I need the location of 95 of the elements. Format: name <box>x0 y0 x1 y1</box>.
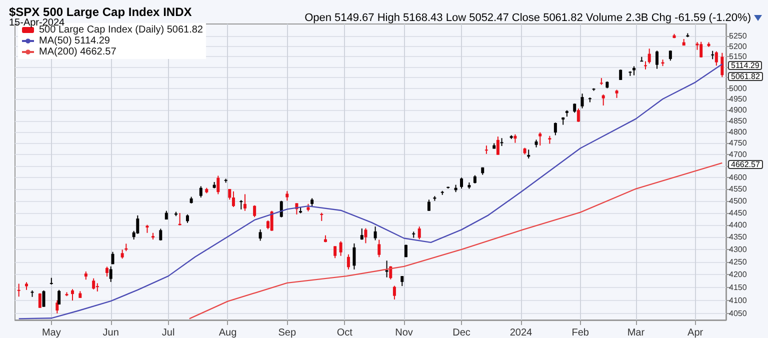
candlestick <box>96 282 99 292</box>
y-tick-label: 4150 <box>729 282 748 292</box>
candlestick <box>270 210 274 232</box>
candlestick <box>374 226 377 241</box>
candlestick <box>253 204 256 218</box>
x-tick-label: Mar <box>627 328 646 338</box>
annotation: 5061.82 <box>728 72 763 82</box>
y-tick-label: 4850 <box>729 116 748 126</box>
candlestick <box>109 266 112 282</box>
y-tick-label: 4800 <box>729 127 748 136</box>
candlestick <box>392 285 396 300</box>
candlestick <box>38 292 42 308</box>
candlestick <box>352 242 356 270</box>
legend-label: MA(50) 5114.29 <box>39 36 110 46</box>
x-tick-label: Aug <box>218 328 237 338</box>
y-tick-label: 4100 <box>729 296 748 305</box>
candlestick <box>714 50 718 66</box>
candlestick <box>632 66 636 76</box>
candlestick <box>580 93 584 109</box>
text: Open 5149.67 High 5168.43 Low 5052.47 Close 5061.82 Volume 2.3B Chg -61.59 (-1.20%) <box>304 12 752 24</box>
candlestick <box>70 288 74 302</box>
candlestick <box>243 194 246 212</box>
candlestick <box>364 228 368 244</box>
candlestick <box>111 251 114 265</box>
candlestick <box>573 103 576 114</box>
x-tick-label: May <box>42 328 61 338</box>
candlestick <box>404 244 408 258</box>
legend-label: MA(200) 4662.57 <box>39 46 117 58</box>
x-tick-label: Oct <box>336 328 353 338</box>
candlestick <box>258 228 262 242</box>
candlestick <box>17 283 20 298</box>
candlestick <box>286 190 289 202</box>
y-tick-label: 4250 <box>729 257 748 266</box>
annotation: 4662.57 <box>728 160 763 169</box>
y-tick-label: 4900 <box>729 105 748 114</box>
y-tick-label: 5200 <box>729 42 748 51</box>
y-tick-label: 4300 <box>729 244 748 254</box>
candlestick <box>418 226 421 240</box>
candlestick <box>105 266 108 278</box>
candlestick <box>334 246 337 259</box>
y-tick-label: 4050 <box>729 308 748 318</box>
x-tick-label: Sep <box>278 328 296 338</box>
x-tick-label: Nov <box>395 328 413 338</box>
y-tick-label: 5150 <box>729 52 748 62</box>
candlestick <box>656 50 659 70</box>
candlestick <box>619 69 622 80</box>
candlestick <box>460 177 464 190</box>
candlestick <box>228 188 232 200</box>
chart-title: $SPX 500 Large Cap Index INDX <box>9 5 192 19</box>
x-tick-label: Feb <box>572 328 590 338</box>
y-tick-label: 5250 <box>729 32 748 41</box>
candlestick <box>576 108 580 122</box>
y-tick-label: 4600 <box>729 172 748 182</box>
candlestick <box>554 122 557 136</box>
x-tick-label: Jul <box>162 328 175 338</box>
y-tick-label: 4500 <box>729 196 748 206</box>
candlestick <box>56 300 59 314</box>
y-tick-label: 4450 <box>729 208 748 218</box>
candlestick <box>400 276 404 287</box>
candlestick <box>538 132 542 146</box>
candlestick <box>427 199 430 212</box>
candlestick <box>199 186 202 198</box>
y-tick-label: 4950 <box>729 94 748 104</box>
candlestick <box>346 254 350 270</box>
candlestick <box>496 136 500 156</box>
candlestick <box>216 175 220 195</box>
candlestick <box>58 289 61 305</box>
candlestick <box>720 52 724 78</box>
candlestick <box>602 94 605 106</box>
candlestick <box>92 278 96 290</box>
y-tick-label: 4750 <box>729 138 748 148</box>
candlestick <box>240 200 243 210</box>
candlestick <box>500 138 504 146</box>
y-tick-label: 5000 <box>729 84 748 93</box>
x-tick-label: 2024 <box>510 328 532 338</box>
y-tick-label: 4200 <box>729 270 748 280</box>
y-tick-label: 4700 <box>729 150 748 159</box>
candlestick <box>232 190 235 208</box>
x-tick-label: Apr <box>688 328 704 338</box>
candlestick <box>159 228 162 241</box>
candlestick <box>42 290 46 308</box>
candlestick <box>700 41 703 58</box>
candlestick <box>484 145 488 154</box>
candlestick <box>378 239 381 258</box>
x-tick-label: Jun <box>102 328 119 338</box>
annotation: 5114.29 <box>728 61 762 70</box>
y-tick-label: 4550 <box>729 184 748 194</box>
candlestick <box>648 48 651 64</box>
y-tick-label: 4350 <box>729 232 748 242</box>
x-tick-label: Dec <box>452 328 470 338</box>
candlestick <box>280 200 283 218</box>
y-tick-label: 4400 <box>729 220 748 230</box>
candlestick <box>339 240 342 256</box>
line-series <box>188 162 723 320</box>
candlestick <box>385 260 388 278</box>
